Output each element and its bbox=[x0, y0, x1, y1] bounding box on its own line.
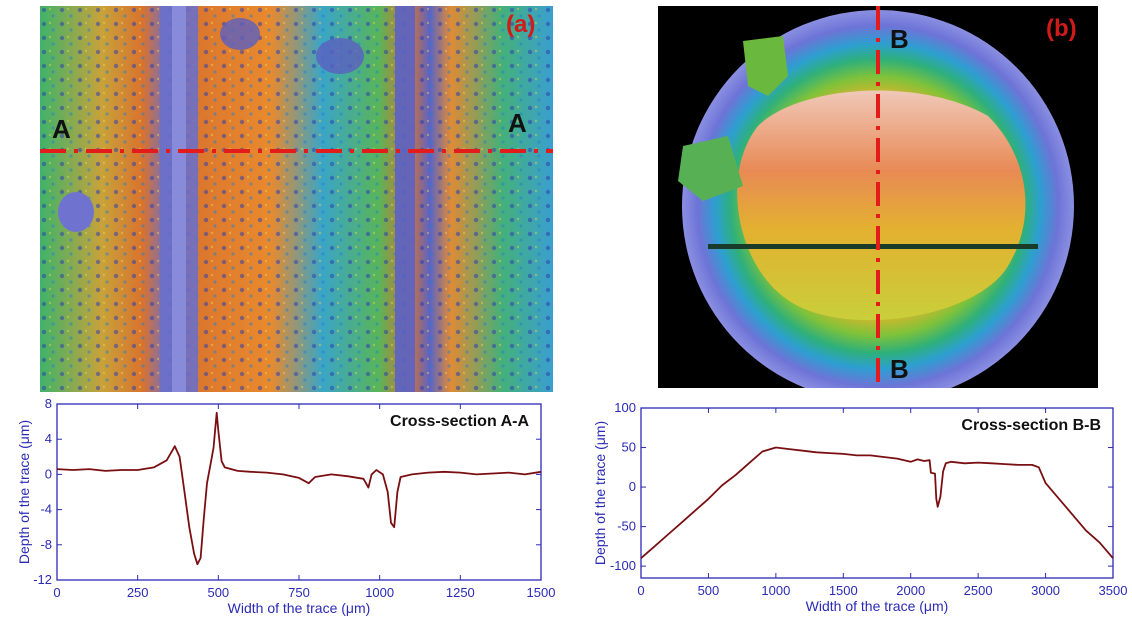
y-tick-label: -50 bbox=[617, 519, 636, 534]
y-axis-label: Depth of the trace (μm) bbox=[592, 421, 608, 565]
section-marker-a-right: A bbox=[508, 108, 527, 138]
x-tick-label: 1000 bbox=[761, 583, 790, 598]
plot-frame bbox=[56, 403, 542, 581]
surface-image-b: B B (b) bbox=[658, 6, 1098, 388]
y-tick-label: -100 bbox=[610, 558, 636, 573]
x-axis-label: Width of the trace (μm) bbox=[228, 600, 371, 616]
panel-label-b: (b) bbox=[1046, 15, 1077, 42]
x-tick-label: 250 bbox=[127, 585, 149, 600]
chart-a-svg: 0 250 500 750 1000 1250 1500 -12 -8 -4 0 4 8 Cross-se… bbox=[16, 396, 556, 616]
x-tick-label: 1500 bbox=[829, 583, 858, 598]
y-tick-label: 4 bbox=[45, 431, 52, 446]
x-tick-label: 500 bbox=[207, 585, 229, 600]
y-tick-label: 50 bbox=[622, 440, 636, 455]
y-tick-label: 8 bbox=[45, 396, 52, 411]
panel-label-a: (a) bbox=[506, 11, 535, 38]
y-tick-label: 0 bbox=[45, 466, 52, 481]
cross-section-chart-a: 0 250 500 750 1000 1250 1500 -12 -8 -4 0 4 8 Cross-se… bbox=[0, 392, 566, 622]
section-marker-b-bottom: B bbox=[890, 354, 909, 384]
series-line bbox=[640, 446, 1114, 559]
section-marker-a-left: A bbox=[52, 114, 71, 144]
x-tick-label: 3000 bbox=[1031, 583, 1060, 598]
y-axis-label: Depth of the trace (μm) bbox=[16, 420, 32, 564]
x-tick-label: 750 bbox=[288, 585, 310, 600]
surface-image-a: A A (a) bbox=[40, 6, 553, 392]
x-tick-label: 0 bbox=[53, 585, 60, 600]
cross-section-chart-b: 0 500 1000 1500 2000 2500 3000 3500 -100 -50 0 50 10… bbox=[566, 392, 1132, 622]
x-tick-label: 3500 bbox=[1099, 583, 1128, 598]
y-tick-label: -4 bbox=[40, 502, 52, 517]
y-tick-label: 0 bbox=[629, 479, 636, 494]
plot-frame bbox=[640, 407, 1114, 579]
y-tick-label: 100 bbox=[614, 400, 636, 415]
section-overlay-a: A A (a) bbox=[40, 11, 553, 153]
x-tick-label: 0 bbox=[637, 583, 644, 598]
x-tick-label: 1000 bbox=[365, 585, 394, 600]
section-marker-b-top: B bbox=[890, 24, 909, 54]
series-line bbox=[56, 411, 542, 566]
x-tick-label: 1250 bbox=[446, 585, 475, 600]
section-overlay-b: B B (b) bbox=[876, 6, 1077, 388]
x-tick-label: 2500 bbox=[964, 583, 993, 598]
x-tick-label: 1500 bbox=[527, 585, 556, 600]
x-tick-label: 500 bbox=[698, 583, 720, 598]
x-tick-label: 2000 bbox=[896, 583, 925, 598]
x-axis-label: Width of the trace (μm) bbox=[806, 598, 949, 614]
chart-title: Cross-section B-B bbox=[961, 417, 1101, 434]
y-tick-label: -8 bbox=[40, 537, 52, 552]
chart-b-svg: 0 500 1000 1500 2000 2500 3000 3500 -100 -50 0 50 10… bbox=[592, 400, 1128, 614]
y-tick-label: -12 bbox=[33, 572, 52, 587]
chart-title: Cross-section A-A bbox=[390, 413, 529, 430]
surface-topography-a bbox=[40, 6, 553, 392]
